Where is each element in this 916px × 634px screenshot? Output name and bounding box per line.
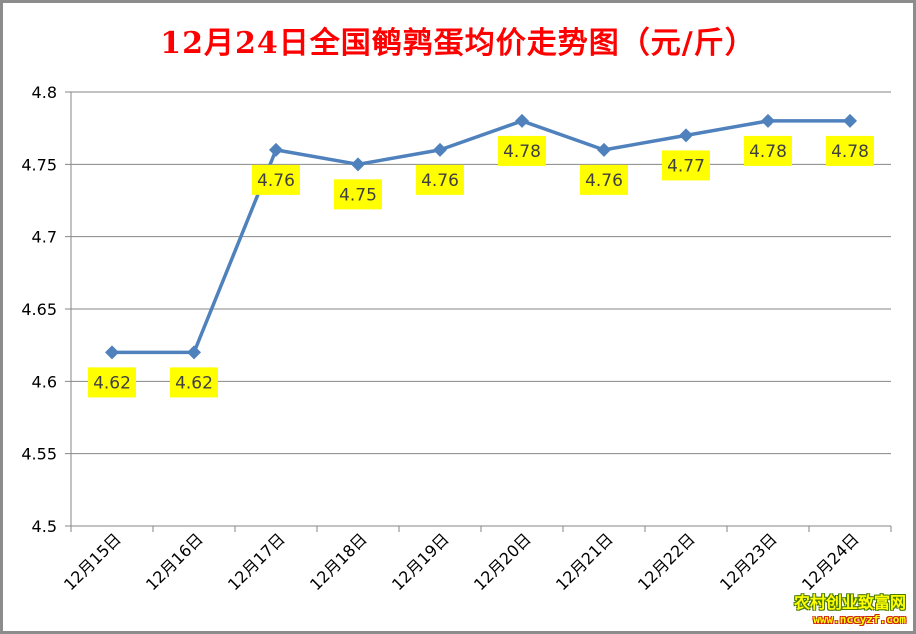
chart-title: 12月24日全国鹌鹑蛋均价走势图（元/斤） — [160, 26, 756, 61]
diamond-marker — [679, 128, 693, 143]
data-label: 4.78 — [831, 142, 869, 162]
data-label-bg — [744, 135, 792, 166]
diamond-marker — [597, 142, 611, 157]
diamond-marker — [351, 157, 365, 172]
data-label: 4.62 — [175, 373, 213, 393]
diamond-marker — [187, 345, 201, 360]
data-line — [112, 119, 850, 355]
data-label: 4.76 — [585, 171, 623, 191]
x-tick-label: 12月20日 — [470, 529, 535, 594]
data-label-bg — [170, 367, 218, 398]
data-label: 4.62 — [93, 373, 131, 393]
y-tick-label: 4.8 — [32, 83, 57, 102]
data-label: 4.76 — [421, 171, 459, 191]
y-tick-label: 4.75 — [21, 155, 57, 174]
data-label-bg — [826, 135, 874, 166]
data-label: 4.77 — [667, 156, 705, 176]
diamond-marker — [515, 113, 529, 128]
x-tick-label: 12月22日 — [634, 529, 699, 594]
x-tick-label: 12月24日 — [798, 529, 863, 594]
data-label: 4.78 — [749, 142, 787, 162]
watermark: 农村创业致富网 www.nccyzf.com — [794, 589, 906, 626]
watermark-site-name: 农村创业致富网 — [793, 593, 906, 612]
data-label-bg — [88, 367, 136, 398]
y-tick-label: 4.5 — [32, 517, 57, 536]
data-label-bg — [252, 164, 300, 195]
data-label-bg — [334, 179, 382, 210]
data-label-bg — [416, 164, 464, 195]
x-tick-label: 12月16日 — [142, 529, 207, 594]
watermark-url: www.nccyzf.com — [813, 613, 906, 626]
diamond-marker — [843, 113, 857, 128]
x-tick-label: 12月17日 — [224, 529, 289, 594]
diamond-marker — [761, 113, 775, 128]
data-label: 4.76 — [257, 171, 295, 191]
data-label-bg — [662, 150, 710, 181]
data-label-bg — [580, 164, 628, 195]
diamond-marker — [105, 345, 119, 360]
data-label: 4.78 — [503, 142, 541, 162]
x-tick-label: 12月21日 — [552, 529, 617, 594]
x-tick-label: 12月19日 — [388, 529, 453, 594]
y-tick-label: 4.65 — [21, 300, 57, 319]
x-tick-label: 12月23日 — [716, 529, 781, 594]
data-label-bg — [498, 135, 546, 166]
y-tick-label: 4.55 — [21, 445, 57, 464]
y-tick-label: 4.7 — [32, 228, 57, 247]
y-tick-label: 4.6 — [32, 372, 57, 391]
data-label: 4.75 — [339, 185, 377, 205]
diamond-marker — [269, 142, 283, 157]
diamond-marker — [433, 142, 447, 157]
x-tick-label: 12月15日 — [60, 529, 125, 594]
x-tick-label: 12月18日 — [306, 529, 371, 594]
